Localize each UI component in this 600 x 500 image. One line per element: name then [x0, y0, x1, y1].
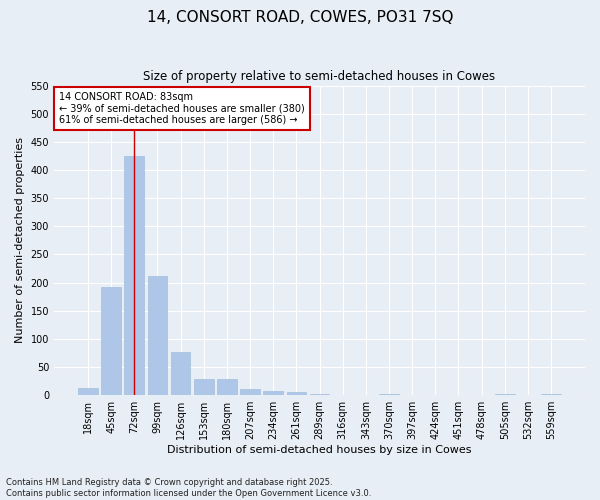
Bar [194, 380, 214, 395]
Bar [78, 388, 98, 395]
Bar [541, 394, 561, 395]
Bar [310, 394, 329, 395]
Bar [240, 389, 260, 395]
Bar [171, 352, 190, 395]
X-axis label: Distribution of semi-detached houses by size in Cowes: Distribution of semi-detached houses by … [167, 445, 472, 455]
Bar [124, 156, 144, 395]
Bar [495, 394, 515, 395]
Bar [148, 276, 167, 395]
Title: Size of property relative to semi-detached houses in Cowes: Size of property relative to semi-detach… [143, 70, 496, 83]
Bar [217, 380, 237, 395]
Y-axis label: Number of semi-detached properties: Number of semi-detached properties [15, 138, 25, 344]
Text: 14 CONSORT ROAD: 83sqm
← 39% of semi-detached houses are smaller (380)
61% of se: 14 CONSORT ROAD: 83sqm ← 39% of semi-det… [59, 92, 305, 125]
Text: 14, CONSORT ROAD, COWES, PO31 7SQ: 14, CONSORT ROAD, COWES, PO31 7SQ [147, 10, 453, 25]
Bar [101, 286, 121, 395]
Bar [263, 390, 283, 395]
Text: Contains HM Land Registry data © Crown copyright and database right 2025.
Contai: Contains HM Land Registry data © Crown c… [6, 478, 371, 498]
Bar [287, 392, 306, 395]
Bar [379, 394, 399, 395]
